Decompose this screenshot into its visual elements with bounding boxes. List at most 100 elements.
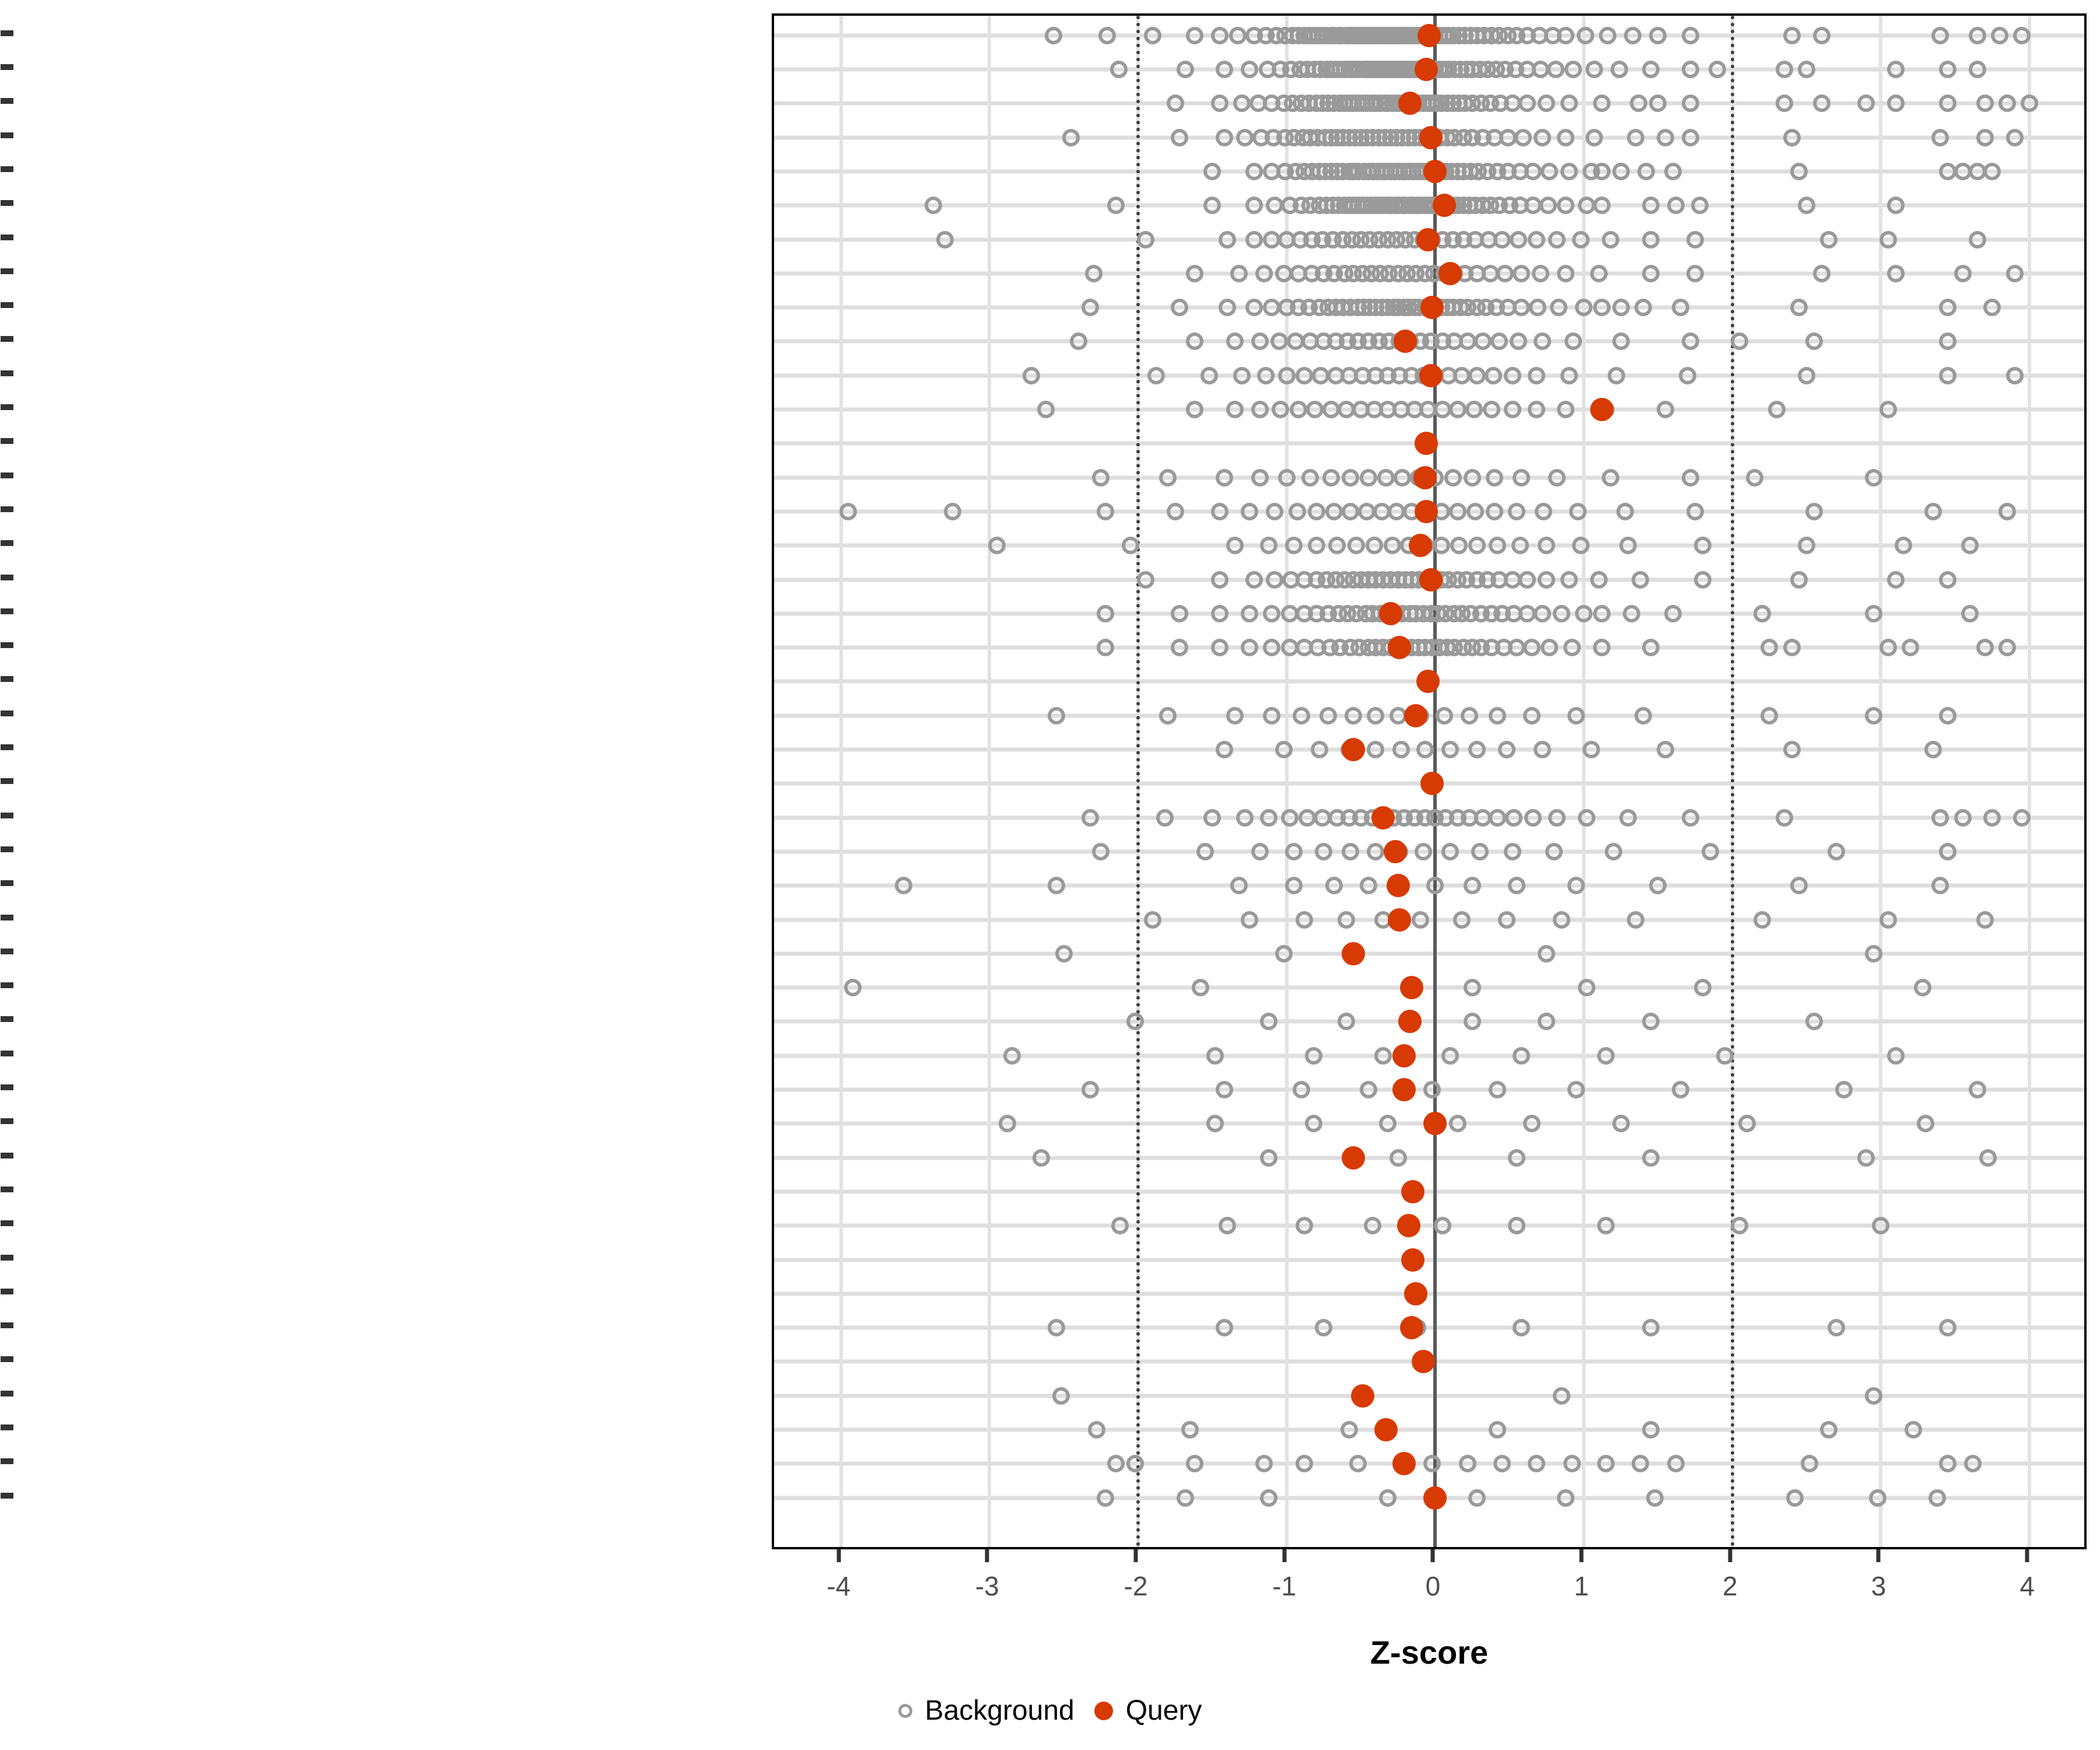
- query-point[interactable]: [1411, 1350, 1435, 1374]
- x-gridline: [1582, 16, 1586, 1547]
- background-point: [1203, 162, 1222, 180]
- background-point: [1619, 808, 1637, 827]
- background-point: [1096, 604, 1114, 622]
- query-point[interactable]: [1423, 1486, 1447, 1510]
- background-point: [1790, 570, 1808, 589]
- background-point: [1631, 570, 1649, 589]
- query-point[interactable]: [1350, 1384, 1374, 1408]
- background-point: [1441, 842, 1459, 860]
- background-point: [1111, 1217, 1129, 1235]
- query-point[interactable]: [1399, 1316, 1423, 1340]
- background-point: [1709, 61, 1727, 78]
- query-point[interactable]: [1392, 1452, 1416, 1476]
- query-point[interactable]: [1401, 1180, 1425, 1203]
- background-point: [1812, 264, 1831, 282]
- query-point[interactable]: [1386, 874, 1410, 898]
- query-point[interactable]: [1408, 534, 1432, 558]
- background-point: [1230, 264, 1248, 282]
- background-point: [1646, 1489, 1664, 1507]
- x-axis-tick: [985, 1549, 989, 1562]
- query-point[interactable]: [1401, 1248, 1425, 1272]
- background-point: [1508, 1149, 1526, 1167]
- query-point[interactable]: [1342, 738, 1366, 761]
- background-point: [1642, 61, 1660, 78]
- query-point[interactable]: [1415, 432, 1438, 456]
- query-point[interactable]: [1420, 772, 1444, 796]
- background-point: [1288, 502, 1306, 520]
- query-point[interactable]: [1423, 1112, 1447, 1136]
- background-point: [1211, 502, 1229, 520]
- background-point: [1136, 230, 1154, 249]
- query-point[interactable]: [1423, 159, 1447, 183]
- background-point: [1557, 128, 1575, 146]
- y-axis-tick: [1, 1186, 13, 1192]
- background-point: [1760, 706, 1779, 724]
- query-point[interactable]: [1394, 330, 1418, 354]
- background-point: [1533, 741, 1551, 758]
- query-point[interactable]: [1438, 261, 1462, 285]
- background-point: [1880, 401, 1898, 418]
- background-point: [1592, 639, 1611, 657]
- query-point[interactable]: [1419, 363, 1443, 387]
- background-point: [1453, 911, 1471, 929]
- background-point: [1513, 1046, 1531, 1065]
- row-gridline: [774, 1258, 2084, 1262]
- query-point[interactable]: [1416, 670, 1440, 694]
- legend-item-query[interactable]: Query: [1094, 1695, 1202, 1727]
- background-point: [1533, 604, 1551, 622]
- query-point[interactable]: [1413, 466, 1437, 489]
- query-point[interactable]: [1388, 636, 1412, 660]
- query-point[interactable]: [1398, 1010, 1422, 1034]
- query-point[interactable]: [1419, 125, 1443, 149]
- query-point[interactable]: [1415, 58, 1438, 81]
- background-point: [1801, 1455, 1819, 1473]
- query-point[interactable]: [1418, 23, 1441, 47]
- query-point[interactable]: [1392, 1044, 1416, 1068]
- background-point: [1241, 911, 1258, 929]
- row-gridline: [774, 1054, 2084, 1058]
- query-point[interactable]: [1432, 194, 1456, 218]
- query-point[interactable]: [1399, 976, 1423, 1000]
- query-point[interactable]: [1371, 806, 1395, 830]
- query-point[interactable]: [1392, 1078, 1416, 1101]
- background-point: [1513, 299, 1531, 317]
- background-point: [1864, 706, 1882, 724]
- background-point: [1527, 366, 1545, 384]
- y-axis-tick: [1, 336, 13, 342]
- background-point: [1682, 61, 1700, 78]
- background-point: [1185, 401, 1203, 418]
- background-point: [1667, 197, 1685, 215]
- query-point[interactable]: [1398, 92, 1422, 116]
- query-point[interactable]: [1420, 296, 1444, 320]
- query-point[interactable]: [1383, 839, 1407, 863]
- query-point[interactable]: [1415, 499, 1438, 523]
- query-point[interactable]: [1590, 398, 1614, 421]
- query-point[interactable]: [1416, 228, 1440, 251]
- background-point: [1522, 639, 1541, 657]
- background-point: [1489, 808, 1507, 827]
- background-point: [1185, 332, 1203, 351]
- query-point[interactable]: [1396, 1214, 1420, 1238]
- legend-item-background[interactable]: Background: [898, 1695, 1074, 1727]
- background-point: [1560, 570, 1578, 589]
- query-point[interactable]: [1388, 908, 1412, 932]
- x-axis-tick-label: -2: [1124, 1571, 1148, 1601]
- background-point: [1775, 61, 1793, 78]
- query-point[interactable]: [1342, 942, 1366, 965]
- background-point: [1497, 741, 1516, 758]
- query-point[interactable]: [1374, 1418, 1398, 1441]
- background-point: [1203, 197, 1222, 215]
- background-point: [1527, 1455, 1545, 1473]
- query-point[interactable]: [1342, 1146, 1366, 1170]
- background-point: [1572, 230, 1590, 249]
- background-point: [1642, 1319, 1660, 1337]
- y-axis-tick: [1, 710, 13, 716]
- query-point[interactable]: [1378, 601, 1402, 625]
- query-point[interactable]: [1404, 1282, 1428, 1306]
- background-point: [1508, 1217, 1526, 1235]
- background-point: [1082, 1081, 1100, 1098]
- query-point[interactable]: [1419, 568, 1443, 592]
- query-point[interactable]: [1404, 704, 1428, 727]
- background-point: [1489, 1081, 1507, 1098]
- background-point: [1560, 366, 1578, 384]
